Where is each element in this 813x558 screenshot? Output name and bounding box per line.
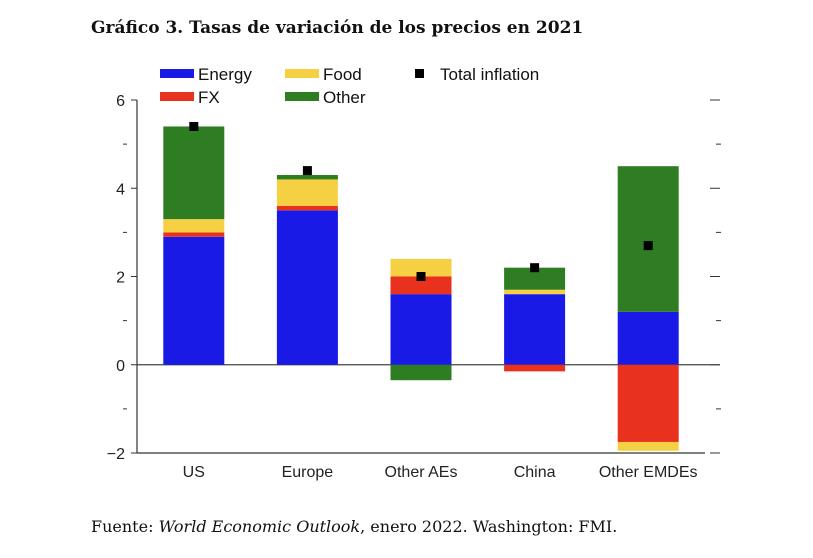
source-publication: World Economic Outlook — [158, 517, 361, 536]
x-tick-labels: US Europe Other AEs China Other EMDEs — [183, 464, 698, 481]
chart-title: Gráfico 3. Tasas de variación de los pre… — [91, 18, 584, 38]
legend-label-total-inflation: Total inflation — [440, 65, 539, 84]
chart-area: −2 0 2 4 6 US Europe Other AEs China Other EMDEs… — [107, 65, 721, 481]
bar-europe-energy — [276, 210, 338, 365]
legend-swatch-other — [285, 92, 319, 101]
y-tick-label: 6 — [116, 93, 125, 110]
bar-us-food — [163, 219, 225, 233]
legend-label-other: Other — [323, 88, 366, 107]
y-tick-label: 0 — [116, 358, 125, 375]
total-inflation-marker — [530, 263, 540, 273]
legend: Energy Food Total inflation FX Other — [160, 65, 539, 107]
y-tick-label: 4 — [116, 181, 125, 198]
total-inflation-marker — [643, 241, 653, 251]
bar-china-other — [504, 267, 566, 290]
legend-swatch-total-inflation — [415, 69, 424, 78]
bar-europe-fx — [276, 205, 338, 211]
bar-europe-food — [276, 179, 338, 206]
bar-europe-other — [276, 175, 338, 180]
x-tick-label: Other EMDEs — [599, 464, 698, 481]
total-inflation-marker — [189, 121, 199, 131]
bar-us-fx — [163, 232, 225, 237]
legend-label-energy: Energy — [198, 65, 252, 84]
source-prefix: Fuente: — [91, 517, 159, 536]
legend-label-fx: FX — [198, 88, 220, 107]
total-inflation-markers — [189, 121, 653, 281]
bar-other-emdes-other — [617, 166, 679, 312]
source-suffix: , enero 2022. Washington: FMI. — [360, 517, 618, 536]
bar-other-emdes-energy — [617, 311, 679, 365]
bar-other-aes-energy — [390, 294, 452, 365]
y-tick-label: −2 — [107, 446, 125, 463]
legend-swatch-fx — [160, 92, 194, 101]
legend-label-food: Food — [323, 65, 362, 84]
total-inflation-marker — [302, 166, 312, 176]
x-tick-label: China — [514, 464, 556, 481]
source-note: Fuente: World Economic Outlook, enero 20… — [91, 517, 617, 536]
total-inflation-marker — [416, 272, 426, 281]
x-tick-label: US — [183, 464, 205, 481]
y-tick-label: 2 — [116, 270, 125, 287]
bar-us-other — [163, 126, 225, 220]
x-tick-label: Other AEs — [385, 464, 458, 481]
legend-swatch-food — [285, 69, 319, 78]
bar-china-energy — [504, 294, 566, 365]
bar-other-aes-other — [390, 364, 452, 381]
bar-other-emdes-food — [617, 441, 679, 451]
legend-swatch-energy — [160, 69, 194, 78]
bar-china-fx — [504, 364, 566, 372]
bar-us-energy — [163, 236, 225, 365]
bar-china-food — [504, 289, 566, 295]
bar-other-emdes-fx — [617, 364, 679, 442]
bar-stacks — [163, 126, 679, 451]
bar-other-aes-food — [390, 258, 452, 277]
bar-other-aes-fx — [390, 276, 452, 295]
x-tick-label: Europe — [282, 464, 334, 481]
